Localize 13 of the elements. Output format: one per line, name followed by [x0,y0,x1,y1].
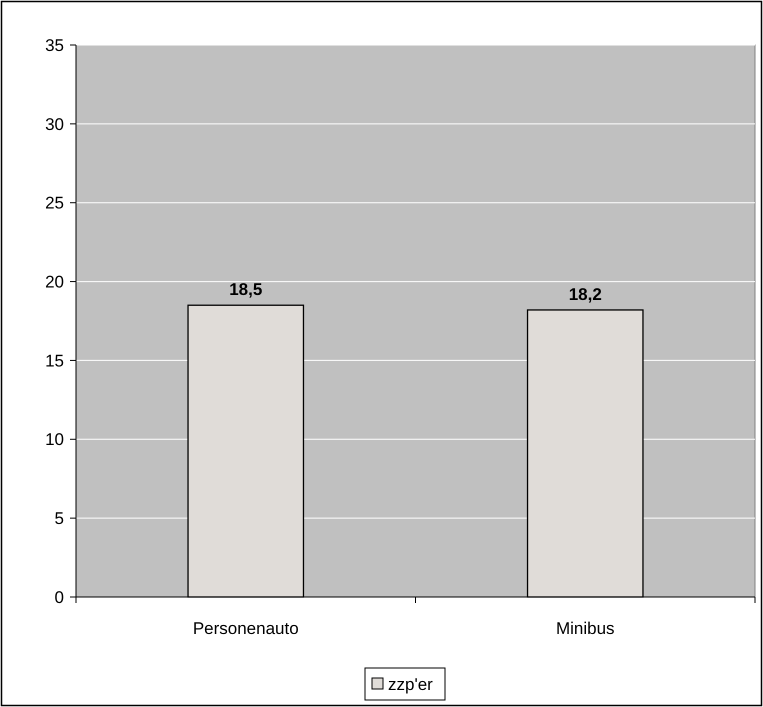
x-tick-label: Minibus [556,619,615,638]
y-tick-label: 30 [45,114,64,134]
y-tick-label: 5 [54,509,64,528]
y-tick-label: 0 [54,588,64,607]
y-tick-label: 20 [45,272,64,292]
y-tick-label: 35 [45,36,64,55]
y-tick-label: 15 [45,351,64,370]
legend-label: zzp'er [388,674,434,694]
y-tick-label: 25 [45,194,64,213]
data-label: 18,2 [568,284,602,304]
x-tick-label: Personenauto [192,619,299,638]
y-tick-label: 10 [45,430,64,450]
data-label: 18,5 [229,280,262,300]
